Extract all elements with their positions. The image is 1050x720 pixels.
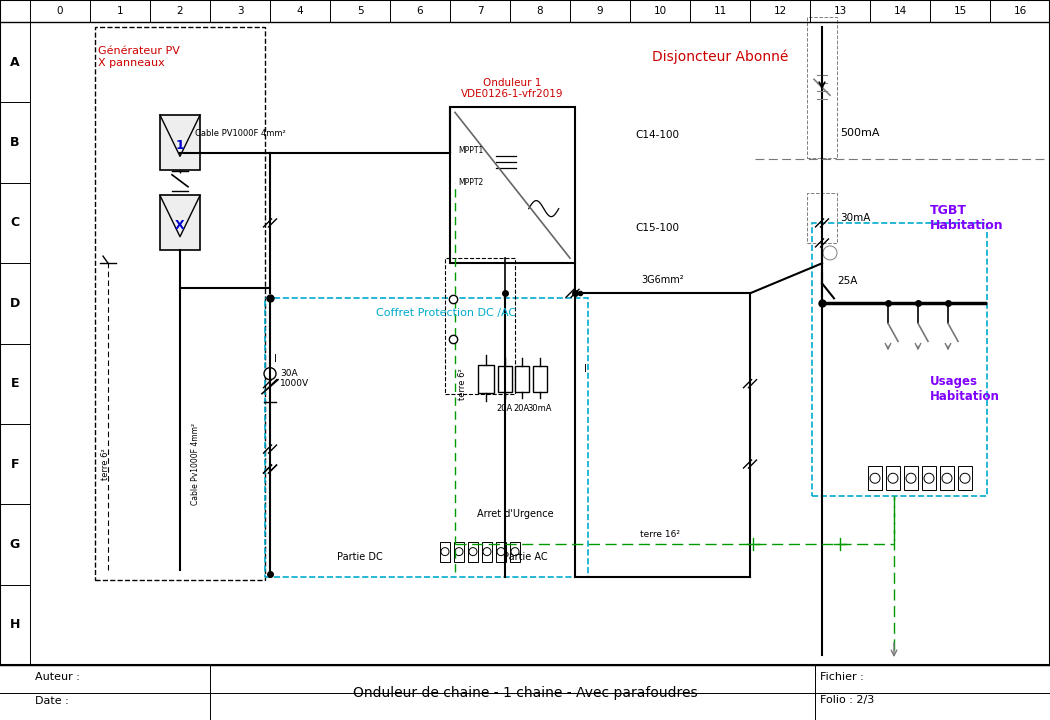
Circle shape <box>942 473 952 483</box>
Circle shape <box>455 548 463 556</box>
Text: 25A: 25A <box>837 276 858 287</box>
Bar <box>445 258 514 394</box>
Text: MPPT2: MPPT2 <box>458 178 483 186</box>
Bar <box>868 467 882 490</box>
Text: Partie DC: Partie DC <box>337 552 383 562</box>
Circle shape <box>497 548 505 556</box>
Text: terre 16²: terre 16² <box>640 531 680 539</box>
Text: F: F <box>10 458 19 471</box>
Text: D: D <box>9 297 20 310</box>
Text: X: X <box>175 219 185 232</box>
Text: 14: 14 <box>894 6 906 16</box>
Text: 10: 10 <box>653 6 667 16</box>
Text: MPPT1: MPPT1 <box>458 146 483 156</box>
Text: 15: 15 <box>953 6 967 16</box>
Circle shape <box>888 473 898 483</box>
Text: Arret d'Urgence: Arret d'Urgence <box>477 509 553 519</box>
Text: 30mA: 30mA <box>840 213 870 223</box>
Bar <box>812 223 987 496</box>
Text: Auteur :: Auteur : <box>35 672 80 682</box>
Text: 16: 16 <box>1013 6 1027 16</box>
Bar <box>514 366 529 392</box>
Bar <box>510 541 520 562</box>
Text: 20A: 20A <box>513 404 530 413</box>
Bar <box>498 366 512 392</box>
Text: 8: 8 <box>537 6 543 16</box>
Text: 7: 7 <box>477 6 483 16</box>
Text: 6: 6 <box>417 6 423 16</box>
Text: 1: 1 <box>117 6 123 16</box>
Text: 1: 1 <box>175 139 185 152</box>
Bar <box>160 195 200 251</box>
Text: I: I <box>584 364 587 374</box>
Bar <box>440 541 450 562</box>
Circle shape <box>511 548 519 556</box>
Text: Disjoncteur Abonné: Disjoncteur Abonné <box>652 50 789 64</box>
Text: Fichier :: Fichier : <box>820 672 864 682</box>
Text: Cable PV1000F 4mm²: Cable PV1000F 4mm² <box>194 129 286 138</box>
Text: 30A
1000V: 30A 1000V <box>280 369 309 388</box>
Text: 4: 4 <box>297 6 303 16</box>
Text: I: I <box>274 354 276 364</box>
Text: 11: 11 <box>713 6 727 16</box>
Circle shape <box>441 548 449 556</box>
Bar <box>478 365 493 392</box>
Text: 5: 5 <box>357 6 363 16</box>
Text: 30mA: 30mA <box>528 404 552 413</box>
Bar <box>450 107 575 263</box>
Bar <box>496 541 506 562</box>
Text: Folio : 2/3: Folio : 2/3 <box>820 696 875 706</box>
Text: 500mA: 500mA <box>840 127 880 138</box>
Text: Partie AC: Partie AC <box>503 552 547 562</box>
Circle shape <box>483 548 491 556</box>
Circle shape <box>924 473 934 483</box>
Bar <box>265 298 588 577</box>
Bar <box>940 467 954 490</box>
Bar <box>904 467 918 490</box>
Text: TGBT
Habitation: TGBT Habitation <box>930 204 1004 232</box>
Bar <box>886 467 900 490</box>
Text: B: B <box>10 136 20 149</box>
Text: G: G <box>9 538 20 551</box>
Text: 3: 3 <box>236 6 244 16</box>
Text: 2: 2 <box>176 6 184 16</box>
Text: 3G6mm²: 3G6mm² <box>642 275 684 285</box>
Text: Onduleur 1
VDE0126-1-vfr2019: Onduleur 1 VDE0126-1-vfr2019 <box>461 78 564 99</box>
Circle shape <box>823 246 837 260</box>
Bar <box>94 27 265 580</box>
Circle shape <box>264 368 276 379</box>
Text: Usages
Habitation: Usages Habitation <box>930 374 1000 402</box>
Text: 9: 9 <box>596 6 604 16</box>
Text: Onduleur de chaine - 1 chaine - Avec parafoudres: Onduleur de chaine - 1 chaine - Avec par… <box>353 685 697 700</box>
Bar <box>958 467 972 490</box>
Text: Coffret Protection DC /AC: Coffret Protection DC /AC <box>377 308 517 318</box>
Text: Cable Pv1000F 4mm²: Cable Pv1000F 4mm² <box>190 423 200 505</box>
Text: A: A <box>10 55 20 68</box>
Text: terre 6²: terre 6² <box>102 448 110 480</box>
Bar <box>807 193 837 243</box>
Text: 12: 12 <box>774 6 786 16</box>
Circle shape <box>870 473 880 483</box>
Bar <box>454 541 464 562</box>
Circle shape <box>469 548 477 556</box>
Circle shape <box>906 473 916 483</box>
Text: 13: 13 <box>834 6 846 16</box>
Text: C15-100: C15-100 <box>635 223 679 233</box>
Text: C14-100: C14-100 <box>635 130 679 140</box>
Text: E: E <box>10 377 19 390</box>
Bar <box>468 541 478 562</box>
Bar <box>482 541 492 562</box>
Bar <box>533 366 547 392</box>
Bar <box>807 17 837 158</box>
Text: H: H <box>9 618 20 631</box>
Text: 20A: 20A <box>497 404 513 413</box>
Text: 0: 0 <box>57 6 63 16</box>
Bar <box>160 115 200 170</box>
Text: C: C <box>10 217 20 230</box>
Text: terre 6²: terre 6² <box>458 368 467 400</box>
Circle shape <box>960 473 970 483</box>
Bar <box>922 467 936 490</box>
Text: Générateur PV
X panneaux: Générateur PV X panneaux <box>98 46 180 68</box>
Text: Date :: Date : <box>35 696 68 706</box>
